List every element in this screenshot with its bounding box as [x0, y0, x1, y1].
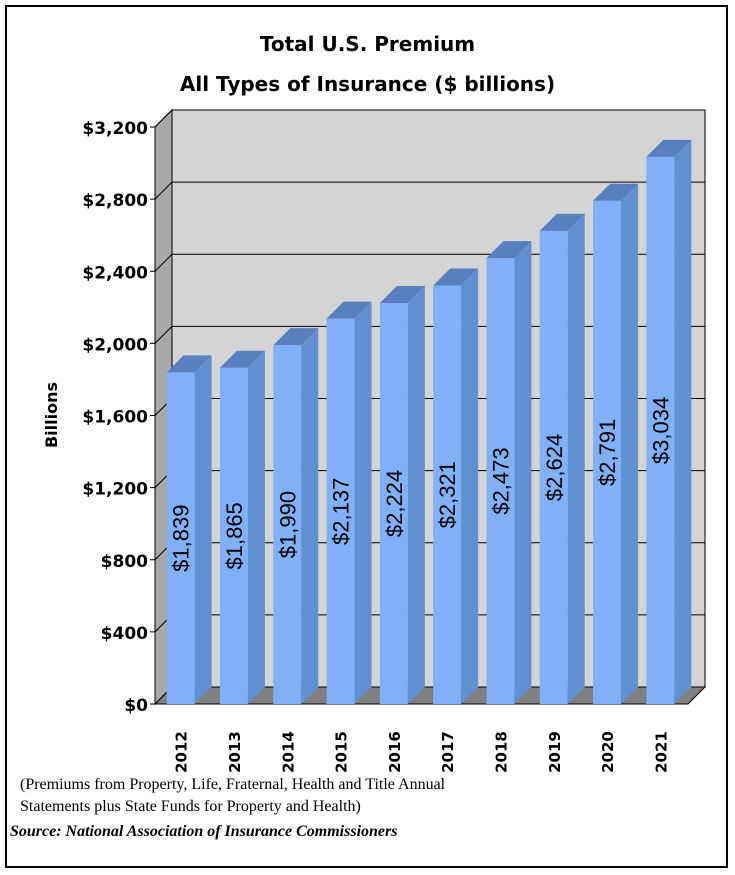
bar-2012-side [194, 355, 212, 704]
footnote-line-1: (Premiums from Property, Life, Fraternal… [20, 776, 446, 793]
bar-2020-top [593, 183, 639, 201]
data-label: $2,137 [329, 478, 354, 545]
bar-2012-front [166, 372, 195, 704]
bar-2015-front [326, 318, 355, 704]
y-tick-label: $2,000 [82, 335, 148, 355]
bar-2014-top [273, 328, 319, 346]
y-tick-label: $0 [124, 696, 148, 716]
bar-2017-front [433, 285, 462, 704]
data-label: $1,839 [169, 505, 194, 572]
data-label: $3,034 [648, 397, 673, 464]
bar-2015-side [354, 301, 372, 704]
bar-2013-top [219, 350, 265, 368]
source-note: Source: National Association of Insuranc… [10, 823, 398, 840]
x-tick-label: 2020 [599, 731, 617, 773]
bar-2014-side [301, 328, 319, 704]
x-tick-label: 2016 [386, 731, 404, 773]
bar-2021-front [646, 156, 675, 704]
y-tick-label: $1,200 [82, 480, 148, 500]
y-axis-title: Billions [42, 382, 61, 448]
x-tick-label: 2013 [226, 731, 244, 773]
y-tick-label: $2,800 [82, 191, 148, 211]
bar-2020-side [621, 183, 639, 705]
x-tick-label: 2012 [173, 731, 191, 773]
bar-2020-front [593, 200, 622, 705]
data-label: $2,321 [435, 461, 460, 528]
bar-2013-front [219, 367, 248, 704]
data-label: $1,990 [275, 491, 300, 558]
data-label: $2,624 [542, 434, 567, 501]
x-tick-label: 2019 [546, 731, 564, 773]
bar-2012-top [166, 355, 212, 373]
x-tick-label: 2014 [279, 731, 297, 773]
bar-2015-top [326, 301, 372, 319]
bar-2019-side [567, 213, 585, 705]
bar-2019-front [539, 230, 568, 705]
data-label: $2,791 [595, 419, 620, 486]
bar-2018-top [486, 241, 532, 259]
gridline [154, 109, 705, 128]
bar-2018-front [486, 258, 515, 704]
gridline [154, 181, 705, 200]
chart-subtitle: All Types of Insurance ($ billions) [179, 72, 556, 96]
y-tick-label: $2,400 [82, 263, 148, 283]
data-label: $2,473 [488, 447, 513, 514]
y-tick-label: $800 [101, 552, 148, 572]
bar-2016-side [407, 285, 425, 704]
bar-2018-side [514, 241, 532, 704]
chart-title: Total U.S. Premium [259, 32, 476, 56]
data-label: $1,865 [222, 502, 247, 569]
bar-2013-side [247, 350, 265, 704]
bar-2016-top [379, 285, 425, 303]
y-tick-label: $3,200 [82, 119, 148, 139]
footnote-line-2: Statements plus State Funds for Property… [20, 798, 361, 815]
x-tick-label: 2015 [333, 731, 351, 773]
bar-2014-front [273, 345, 302, 704]
bar-2021-side [674, 139, 692, 704]
x-tick-label: 2021 [652, 731, 670, 773]
bar-2017-top [433, 268, 479, 286]
y-tick-label: $1,600 [82, 408, 148, 428]
bar-2021-top [646, 139, 692, 157]
bar-2019-top [539, 213, 585, 231]
data-label: $2,224 [382, 470, 407, 537]
x-tick-label: 2017 [439, 731, 457, 773]
x-tick-label: 2018 [492, 731, 510, 773]
bar-2016-front [379, 302, 408, 704]
bar-2017-side [461, 268, 479, 704]
y-tick-label: $400 [101, 624, 148, 644]
